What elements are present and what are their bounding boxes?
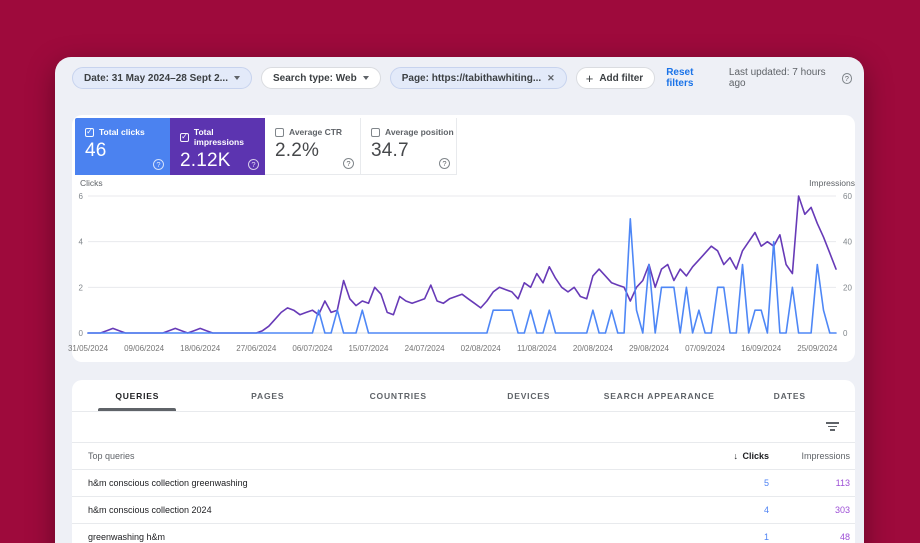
- total-impressions-checkbox[interactable]: [180, 132, 189, 142]
- clicks-cell: 1: [763, 532, 769, 542]
- table-header: Top queries ↓ Clicks Impressions: [72, 443, 855, 470]
- x-axis-tick: 11/08/2024: [517, 344, 557, 353]
- table-toolbar: [72, 412, 855, 443]
- x-axis-tick: 24/07/2024: [405, 344, 446, 353]
- dimensions-panel: QUERIES PAGES COUNTRIES DEVICES SEARCH APPEA…: [72, 380, 855, 543]
- average-position-value: 34.7: [371, 140, 409, 161]
- total-clicks-value: 46: [85, 140, 107, 161]
- clicks-cell: 4: [763, 505, 769, 515]
- impressions-line: [87, 195, 837, 334]
- impressions-cell: 48: [839, 532, 850, 542]
- x-axis-tick: 20/08/2024: [573, 344, 614, 353]
- total-impressions-value: 2.12K: [180, 150, 231, 171]
- tab-dates[interactable]: DATES: [773, 390, 806, 401]
- last-updated: Last updated: 7 hours ago ?: [729, 67, 852, 89]
- left-axis-title: Clicks: [80, 178, 103, 188]
- dimension-tabs: QUERIES PAGES COUNTRIES DEVICES SEARCH APPEA…: [72, 380, 855, 412]
- impressions-cell: 303: [834, 505, 850, 515]
- average-position-card[interactable]: Average position 34.7 ?: [361, 118, 457, 175]
- total-clicks-checkbox[interactable]: [85, 127, 94, 137]
- clicks-header-label: Clicks: [742, 451, 769, 461]
- query-cell: greenwashing h&m: [88, 532, 166, 542]
- x-axis-tick: 31/05/2024: [68, 344, 109, 353]
- query-cell: h&m conscious collection 2024: [88, 505, 212, 515]
- sort-descending-icon: ↓: [733, 451, 738, 461]
- metric-cards: Total clicks 46 ? Total impressions 2.12…: [75, 118, 855, 175]
- average-ctr-label: Average CTR: [289, 127, 343, 137]
- table-row[interactable]: h&m conscious collection greenwashing 5 11…: [72, 470, 855, 497]
- table-row[interactable]: greenwashing h&m 1 48: [72, 524, 855, 543]
- right-axis-tick: 60: [843, 192, 852, 201]
- performance-chart: 6 60 4 40 2 20 0 0 Clicks Impressions 31/05/2024 09…: [68, 178, 855, 353]
- filter-chip-1[interactable]: Search type: Web: [260, 67, 381, 89]
- average-position-checkbox[interactable]: [371, 127, 380, 137]
- left-axis-tick: 6: [79, 192, 84, 201]
- right-axis-tick: 20: [843, 283, 852, 292]
- right-axis-tick: 40: [843, 238, 852, 247]
- x-axis-tick: 16/09/2024: [741, 344, 782, 353]
- average-ctr-value: 2.2%: [275, 140, 320, 161]
- table-row[interactable]: h&m conscious collection 2024 4 303: [72, 497, 855, 524]
- chevron-down-icon[interactable]: [233, 76, 240, 80]
- average-ctr-card[interactable]: Average CTR 2.2% ?: [265, 118, 361, 175]
- x-axis-tick: 15/07/2024: [348, 344, 389, 353]
- tab-devices[interactable]: DEVICES: [507, 390, 551, 401]
- left-axis-tick: 4: [79, 238, 84, 247]
- add-filter-label: Add filter: [599, 72, 644, 84]
- x-axis-tick: 27/06/2024: [236, 344, 277, 353]
- impressions-cell: 113: [835, 478, 850, 488]
- column-header-queries[interactable]: Top queries: [88, 451, 135, 461]
- left-axis-tick: 2: [79, 283, 84, 292]
- help-icon[interactable]: ?: [841, 72, 852, 84]
- right-axis-tick: 0: [843, 329, 848, 338]
- total-impressions-label: Total impressions: [193, 127, 244, 147]
- tab-pages[interactable]: PAGES: [251, 390, 285, 401]
- x-axis-tick: 18/06/2024: [180, 344, 221, 353]
- table-body: h&m conscious collection greenwashing 5 11…: [72, 470, 855, 543]
- total-impressions-card[interactable]: Total impressions 2.12K ?: [170, 118, 265, 175]
- average-position-label: Average position: [385, 127, 454, 137]
- column-header-clicks[interactable]: ↓ Clicks: [689, 451, 769, 461]
- query-cell: h&m conscious collection greenwashing: [88, 478, 248, 488]
- x-axis-tick: 02/08/2024: [461, 344, 502, 353]
- filter-chip-0[interactable]: Date: 31 May 2024–28 Sept 2...: [72, 67, 252, 89]
- filter-bar: Date: 31 May 2024–28 Sept 2... Search typ…: [72, 66, 852, 90]
- x-axis-tick: 07/09/2024: [685, 344, 726, 353]
- filter-chip-2[interactable]: Page: https://tabithawhiting... ✕: [389, 67, 567, 89]
- help-icon[interactable]: ?: [248, 159, 259, 170]
- clicks-line: [87, 217, 837, 334]
- search-console-card: Date: 31 May 2024–28 Sept 2... Search typ…: [55, 57, 864, 543]
- x-axis-tick: 06/07/2024: [292, 344, 333, 353]
- performance-panel: Total clicks 46 ? Total impressions 2.12…: [68, 115, 855, 362]
- last-updated-text: Last updated: 7 hours ago: [728, 67, 826, 89]
- table-filter-icon[interactable]: [825, 422, 839, 431]
- help-icon[interactable]: ?: [439, 158, 450, 169]
- filter-chip-label: Search type: Web: [272, 72, 357, 84]
- add-filter-button[interactable]: + Add filter: [575, 67, 656, 89]
- x-axis-tick: 25/09/2024: [797, 344, 838, 353]
- tab-queries[interactable]: QUERIES: [72, 380, 203, 411]
- help-icon[interactable]: ?: [343, 158, 354, 169]
- average-ctr-checkbox[interactable]: [275, 127, 284, 137]
- filter-chip-label: Page: https://tabithawhiting...: [401, 72, 542, 84]
- x-axis-tick: 29/08/2024: [629, 344, 670, 353]
- x-axis-tick: 09/06/2024: [124, 344, 165, 353]
- total-clicks-label: Total clicks: [99, 127, 145, 137]
- right-axis-title: Impressions: [809, 178, 855, 188]
- reset-filters-button[interactable]: Reset filters: [666, 67, 694, 89]
- left-axis-tick: 0: [79, 329, 84, 338]
- close-icon[interactable]: ✕: [547, 72, 555, 83]
- tab-search-appearance[interactable]: SEARCH APPEARANCE: [603, 390, 715, 401]
- total-clicks-card[interactable]: Total clicks 46 ?: [75, 118, 170, 175]
- column-header-impressions[interactable]: Impressions: [801, 451, 850, 461]
- help-icon[interactable]: ?: [153, 159, 164, 170]
- chevron-down-icon[interactable]: [362, 76, 369, 80]
- clicks-cell: 5: [763, 478, 769, 488]
- filter-chip-label: Date: 31 May 2024–28 Sept 2...: [84, 72, 228, 84]
- tab-countries[interactable]: COUNTRIES: [369, 390, 427, 401]
- plus-icon: +: [585, 70, 594, 86]
